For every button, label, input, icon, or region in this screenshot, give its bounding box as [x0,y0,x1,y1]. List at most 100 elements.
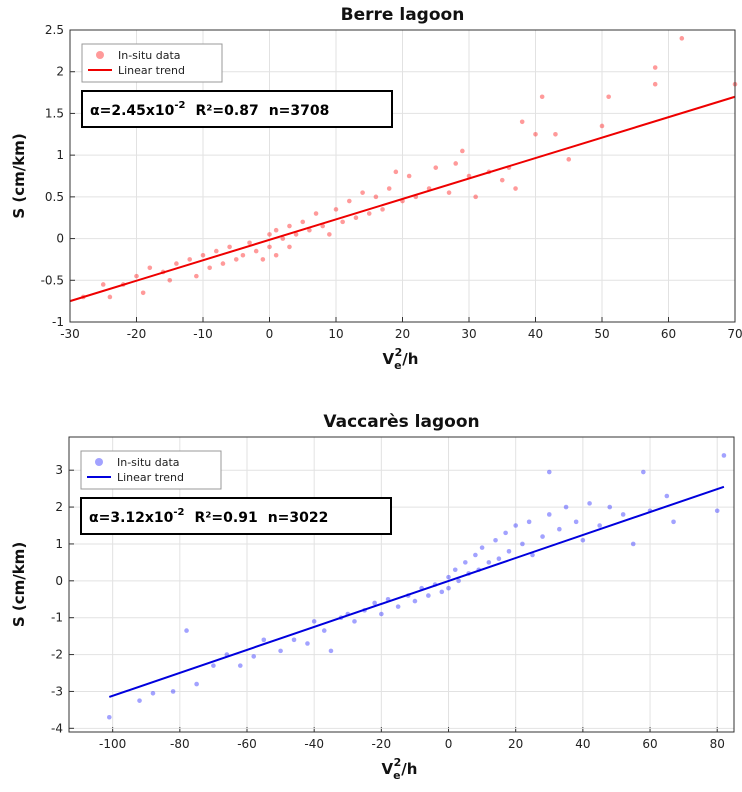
data-point [557,526,562,532]
data-point [446,585,451,591]
data-point [473,552,478,558]
y-tick-label: 0.5 [45,190,64,204]
x-label-part: V [382,760,394,778]
data-point [630,541,636,547]
x-tick-label: 60 [642,737,657,751]
data-point [456,578,461,584]
y-tick-label: -4 [51,721,63,735]
x-tick-label: -20 [127,327,147,341]
data-point [513,186,518,191]
x-tick-label: -40 [304,737,324,751]
data-point [453,161,459,166]
data-point [291,637,297,643]
x-tick-label: -20 [372,737,392,751]
data-point [664,493,670,499]
annotation-box [80,497,392,535]
x-tick-label: 40 [528,327,543,341]
annotation-sup: -2 [174,100,185,111]
data-point [261,637,267,643]
x-label-sub: e [393,769,400,782]
x-label-part: /h [402,350,418,368]
data-point [513,523,518,528]
y-tick-label: 2.5 [45,23,64,37]
data-point [479,545,485,550]
x-tick-label: 80 [710,737,725,751]
data-point [652,65,658,70]
data-point [597,523,602,528]
data-point [373,194,379,200]
data-point [426,593,431,598]
x-tick-label: 50 [594,327,609,341]
data-point [273,227,279,233]
data-point [307,227,312,233]
data-point [207,265,212,271]
chart-title: Vaccarès lagoon [323,412,479,432]
data-point [273,252,279,258]
x-tick-label: 10 [328,327,343,341]
data-point [353,215,359,221]
data-point [519,119,525,125]
data-point [520,541,525,547]
data-point [313,211,319,216]
data-point [347,198,352,204]
x-tick-label: -60 [237,737,257,751]
annotation-part: α=3.12x10 [89,510,174,526]
data-point [333,207,339,212]
data-point [452,567,458,573]
data-point [496,556,502,561]
data-point [546,469,552,475]
data-point [352,619,357,624]
data-point [607,504,613,510]
data-point [540,534,545,539]
data-point [107,714,112,720]
data-point [174,261,179,266]
data-point [671,519,676,525]
annotation-part: R²=0.91 [195,510,258,526]
x-tick-label: 0 [445,737,453,751]
data-point [620,512,626,517]
data-point [134,273,139,279]
data-point [433,165,439,170]
x-tick-label: 40 [575,737,590,751]
x-tick-label: 70 [727,327,742,341]
x-tick-label: 60 [661,327,676,341]
data-point [406,173,412,179]
legend-swatch [95,458,103,466]
y-tick-label: 2 [55,500,63,514]
data-point [247,240,252,246]
y-axis-label: S (cm/km) [10,542,28,627]
data-point [107,294,113,300]
data-point [366,211,372,216]
y-tick-label: 1 [55,537,63,551]
data-point [150,690,156,696]
x-label-part: V [383,350,395,368]
data-point [539,94,545,100]
legend-box [80,450,222,490]
chart-title: Berre lagoon [341,5,465,25]
y-tick-label: 1.5 [45,106,64,120]
data-point [573,519,579,525]
data-point [641,469,646,475]
data-point [260,257,266,262]
x-tick-label: 20 [395,327,410,341]
data-point [566,157,572,162]
data-point [293,232,299,237]
x-tick-label: -10 [193,327,213,341]
data-point [187,257,192,262]
data-point [147,265,153,271]
data-point [503,530,508,536]
data-point [721,453,727,458]
data-point [100,282,106,287]
axes-frame [69,29,736,323]
data-point [320,223,326,229]
axes-frame [68,436,735,733]
y-tick-label: -1 [52,315,64,329]
data-point [170,689,176,694]
data-point [311,619,317,624]
legend-box [81,43,223,83]
data-point [233,257,239,262]
data-point [714,508,720,514]
data-point [460,148,465,154]
data-point [184,628,189,633]
